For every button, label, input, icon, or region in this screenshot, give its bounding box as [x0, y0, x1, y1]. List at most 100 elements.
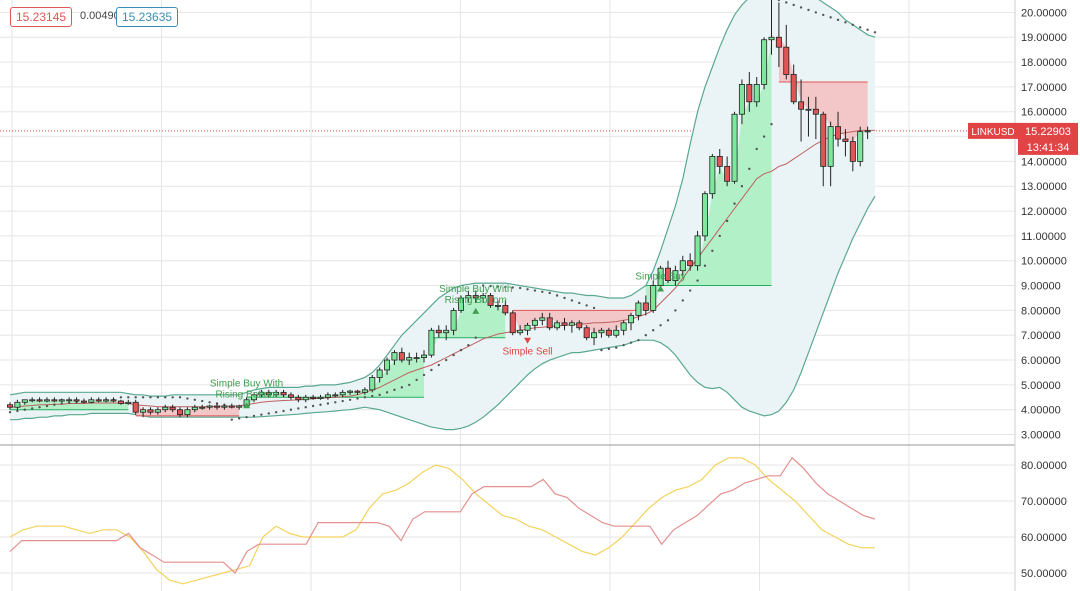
candle	[487, 293, 494, 308]
price-tick-label: 8.00000	[1021, 305, 1061, 317]
sar-dot	[533, 289, 537, 292]
sar-dot	[156, 396, 160, 399]
sar-dot	[408, 383, 411, 387]
candle-body	[43, 399, 50, 402]
candle-body	[738, 84, 745, 115]
signal-label-line2: Rising Bottom	[215, 389, 277, 400]
candle-body	[709, 156, 716, 195]
sar-dot	[208, 401, 211, 404]
candle	[191, 404, 198, 413]
candle	[428, 327, 435, 358]
candle-body	[465, 295, 472, 299]
candle-body	[199, 406, 206, 409]
candle	[435, 325, 442, 338]
candle-body	[539, 317, 546, 321]
candle-body	[642, 302, 649, 311]
sar-dot	[836, 18, 840, 22]
candle-body	[583, 327, 590, 339]
sar-dot	[844, 21, 847, 24]
candle	[347, 389, 354, 395]
candle	[502, 300, 509, 316]
sar-dot	[60, 402, 63, 405]
sar-dot	[230, 418, 233, 421]
candle	[598, 327, 605, 338]
sar-dot	[851, 23, 855, 27]
candle-body	[517, 329, 524, 334]
sar-dot	[141, 396, 145, 399]
price-tick-label: 17.00000	[1021, 82, 1067, 94]
buy-arrow-icon	[472, 307, 480, 314]
price-tag: LINKUSD 15.22903 13:41:34	[968, 122, 1078, 155]
candle	[480, 293, 487, 303]
price-tick-label: 7.00000	[1021, 330, 1061, 342]
sar-dot	[334, 401, 337, 404]
candle-body	[605, 329, 612, 336]
candle-body	[842, 138, 849, 142]
candle	[110, 397, 117, 403]
oscillator-line-red	[9, 456, 876, 574]
candle-body	[250, 394, 257, 401]
sar-dot	[237, 417, 241, 420]
candle-body	[332, 394, 339, 397]
candle	[132, 399, 139, 415]
candle-body	[140, 409, 147, 413]
candle-body	[7, 404, 13, 408]
price-tick-label: 9.00000	[1021, 281, 1061, 293]
candle-body	[494, 305, 501, 307]
candle	[761, 37, 768, 90]
oscillator-tick-label: 70.00000	[1021, 496, 1067, 508]
candle	[398, 347, 405, 363]
sar-dot	[23, 408, 26, 411]
candle	[591, 327, 598, 346]
candle	[29, 397, 36, 403]
sar-dot	[437, 363, 441, 367]
candle	[753, 76, 760, 107]
candle	[443, 325, 450, 341]
oscillator-tick-label: 50.00000	[1021, 568, 1067, 580]
sar-dot	[444, 358, 448, 362]
price-tick-label: 16.00000	[1021, 107, 1067, 119]
candle	[339, 389, 346, 398]
candle	[369, 374, 376, 393]
buy-arrow-icon	[243, 402, 251, 409]
candles	[7, 0, 871, 418]
candle	[287, 392, 294, 400]
sar-dot	[807, 8, 810, 12]
sar-dot	[563, 296, 566, 300]
sar-dot	[341, 399, 344, 403]
price-tick-label: 3.00000	[1021, 430, 1061, 442]
candle	[58, 398, 65, 403]
candle	[169, 404, 176, 413]
sar-dot	[666, 319, 670, 322]
candle-body	[613, 329, 620, 336]
candle-body	[835, 126, 842, 140]
candle-body	[236, 405, 243, 408]
price-axis: 20.00000 19.00000 18.00000 17.00000 16.00000…	[968, 7, 1078, 580]
candle-body	[775, 36, 782, 48]
sar-dot	[245, 415, 248, 419]
sell-arrow-icon	[524, 337, 532, 344]
candle	[775, 2, 782, 68]
sar-dot	[755, 147, 758, 151]
sar-dot	[171, 396, 174, 399]
middle-band-line	[9, 129, 875, 408]
candle-body	[21, 399, 28, 403]
candle	[561, 317, 568, 331]
sar-dot	[748, 167, 751, 171]
candle-body	[361, 389, 368, 393]
candle	[672, 265, 679, 286]
candle-body	[169, 406, 176, 411]
sar-dot	[149, 396, 152, 399]
candle-body	[206, 405, 213, 408]
candle	[36, 397, 43, 403]
candle-body	[302, 396, 309, 401]
candle-body	[457, 297, 464, 311]
sar-dot	[496, 285, 500, 288]
candle	[716, 148, 723, 174]
sar-dot	[799, 6, 803, 9]
upper-band-line	[9, 0, 876, 397]
sar-dot	[674, 309, 677, 312]
